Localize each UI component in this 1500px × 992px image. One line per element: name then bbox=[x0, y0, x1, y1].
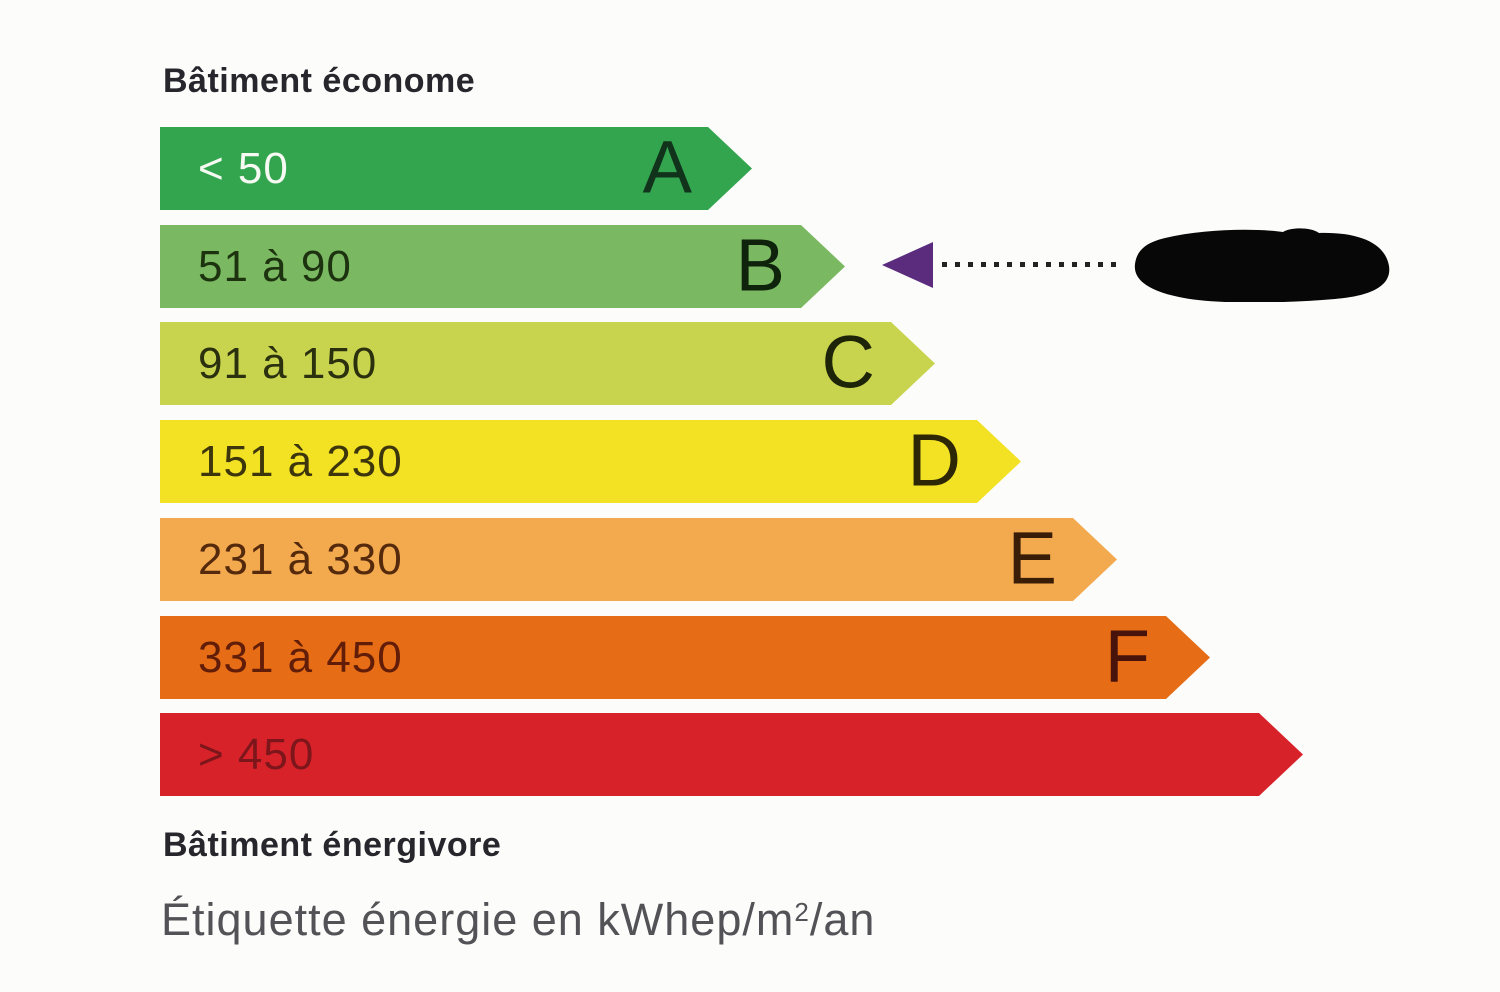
energy-bar-a: < 50 A bbox=[160, 127, 752, 210]
range-label-c: 91 à 150 bbox=[198, 338, 378, 388]
grade-letter-d: D bbox=[907, 418, 961, 502]
redacted-value-blob bbox=[1134, 228, 1390, 302]
caption-suffix: /an bbox=[809, 894, 876, 945]
range-label-d: 151 à 230 bbox=[198, 436, 403, 486]
range-label-a: < 50 bbox=[198, 143, 289, 193]
economical-building-label: Bâtiment économe bbox=[163, 62, 476, 100]
grade-letter-b: B bbox=[735, 223, 785, 307]
triangle-left-icon bbox=[882, 242, 933, 288]
grade-letter-e: E bbox=[1007, 516, 1057, 600]
energy-bar-c: 91 à 150 C bbox=[160, 322, 935, 405]
grade-letter-f: F bbox=[1104, 614, 1150, 698]
energy-bar-e: 231 à 330 E bbox=[160, 518, 1117, 601]
grade-letter-a: A bbox=[642, 125, 692, 209]
caption-text: Étiquette énergie en kWhep/m bbox=[161, 894, 795, 945]
grade-letter-c: C bbox=[821, 320, 875, 404]
energy-bar-f: 331 à 450 F bbox=[160, 616, 1210, 699]
energy-bar-g: > 450 bbox=[160, 713, 1303, 796]
caption-superscript: 2 bbox=[794, 897, 810, 927]
energy-bar-b: 51 à 90 B bbox=[160, 225, 845, 308]
range-label-e: 231 à 330 bbox=[198, 534, 403, 584]
range-label-b: 51 à 90 bbox=[198, 241, 352, 291]
range-label-g: > 450 bbox=[198, 729, 315, 779]
current-rating-indicator bbox=[882, 225, 1442, 308]
energy-bar-d: 151 à 230 D bbox=[160, 420, 1021, 503]
energy-scale: < 50 A 51 à 90 B 91 à 150 C 151 à 230 D 231 à 33… bbox=[160, 127, 1500, 799]
energy-label-caption: Étiquette énergie en kWhep/m2/an bbox=[161, 894, 875, 946]
energy-hungry-building-label: Bâtiment énergivore bbox=[163, 826, 502, 864]
dotted-leader-line bbox=[942, 262, 1124, 267]
range-label-f: 331 à 450 bbox=[198, 632, 403, 682]
